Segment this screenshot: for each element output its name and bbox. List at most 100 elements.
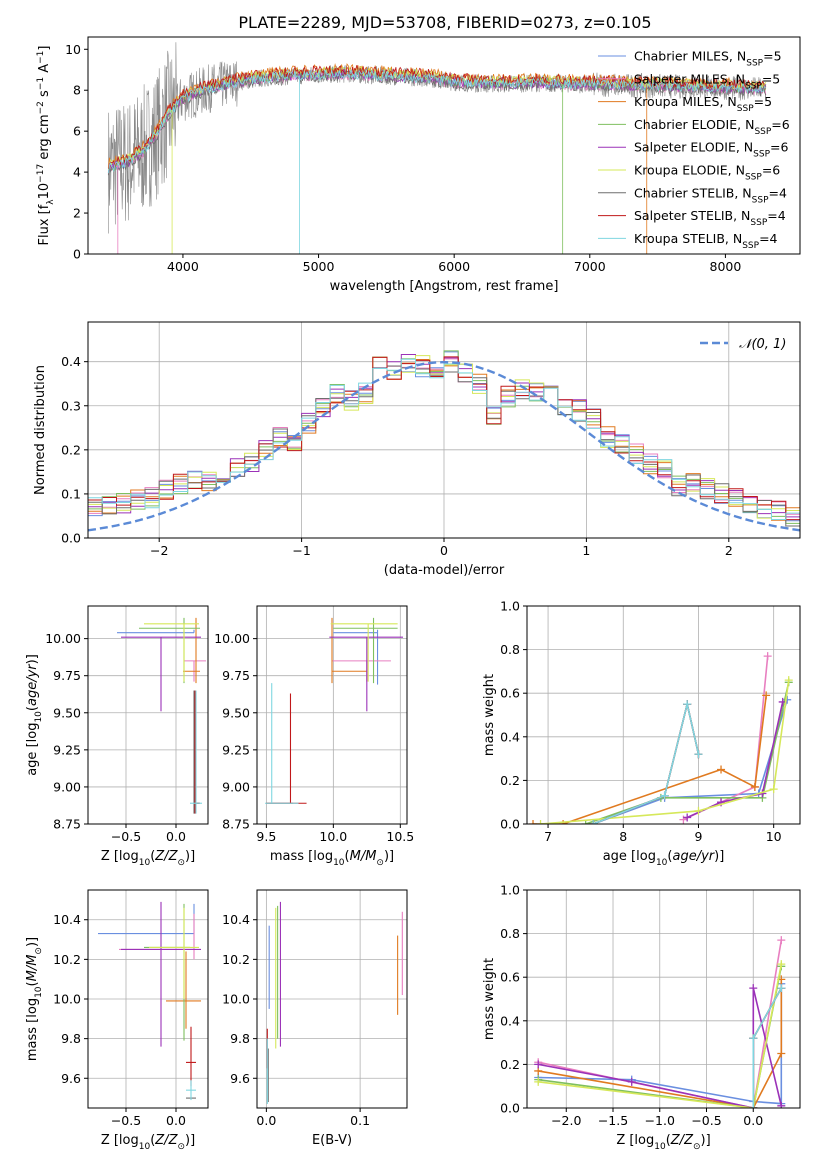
series-marker — [762, 691, 771, 700]
panel-mass_vs_ebv: 0.0 0.1 9.6 9.8 10.0 10.2 10.4 E(B-V) — [222, 889, 408, 1148]
y-tick-label: 10.00 — [214, 631, 250, 646]
y-tick-label: 0.4 — [500, 729, 520, 744]
y-tick-label: 10 — [65, 42, 81, 57]
point-kroupa_stelib — [190, 690, 202, 814]
x-tick-label: −2.0 — [551, 1113, 581, 1128]
x-tick-label: 5000 — [303, 259, 335, 274]
series-kroupa_miles — [529, 691, 771, 824]
x-axis-label: mass [log10(M/M⊙)] — [270, 849, 394, 868]
y-tick-label: 9.75 — [222, 668, 250, 683]
panel-residual_hist: −2 −1 0 1 2 0.0 0.1 0.2 0.3 0.4 (data-model)/error… — [33, 321, 801, 578]
y-tick-label: 10.2 — [53, 952, 81, 967]
x-axis-label: E(B-V) — [312, 1133, 352, 1148]
spectrum-model-salpeter_stelib — [107, 65, 767, 170]
spectrum-model-kroupa_stelib — [107, 69, 767, 174]
series-marker — [717, 765, 726, 774]
x-tick-label: 7000 — [574, 259, 606, 274]
panel-weight_vs_Z: −2.0 −1.5 −1.0 −0.5 0.0 0.0 0.2 0.4 0.6 0.8 1.0 Z [… — [482, 883, 801, 1152]
plot-area — [266, 901, 403, 1105]
series-marker — [777, 984, 786, 993]
axes-frame — [87, 605, 209, 825]
y-tick-label: 0.3 — [61, 398, 81, 413]
legend-label: Salpeter MILES, NSSP=5 — [634, 71, 780, 91]
series-kroupa_stelib — [589, 700, 703, 824]
series-marker — [694, 806, 703, 815]
point-chabrier_elodie — [144, 903, 190, 1041]
point-kroupa_stelib — [186, 1080, 196, 1101]
series-marker — [777, 1101, 786, 1108]
histogram-kroupa_stelib — [88, 358, 800, 526]
point-chabrier_elodie — [333, 617, 398, 684]
y-tick-label: 0.4 — [61, 354, 81, 369]
panel-weight_vs_age: 7 8 9 10 0.0 0.2 0.4 0.6 0.8 1.0 age [log10(age/yr… — [482, 599, 801, 868]
series-line — [533, 695, 767, 824]
y-tick-label: 0.0 — [500, 817, 520, 832]
y-axis-label: mass [log10(M/M⊙)] — [25, 937, 44, 1061]
series-line — [592, 703, 700, 824]
y-tick-label: 9.50 — [222, 705, 250, 720]
y-tick-label: 8 — [73, 83, 81, 98]
y-tick-label: 0.6 — [500, 686, 520, 701]
x-axis-label: (data-model)/error — [384, 563, 505, 578]
x-axis-label: Z [log10(Z/Z⊙)] — [101, 849, 195, 868]
point-kroupa_elodie — [149, 907, 199, 999]
legend-label: Kroupa ELODIE, NSSP=6 — [634, 163, 780, 183]
axes-frame — [526, 605, 801, 825]
y-axis-label: mass weight — [482, 958, 497, 1040]
point-salpeter_stelib — [186, 1026, 196, 1087]
legend-label: Chabrier ELODIE, NSSP=6 — [634, 117, 790, 137]
series-line — [538, 979, 783, 1108]
series-line — [540, 679, 790, 824]
plot-area — [265, 617, 403, 804]
y-tick-label: 9.00 — [53, 779, 81, 794]
y-tick-label: 0.4 — [500, 1013, 520, 1028]
point-kroupa_elodie — [144, 623, 199, 682]
y-tick-label: 0.6 — [500, 970, 520, 985]
x-tick-label: −0.5 — [691, 1113, 721, 1128]
series-marker — [784, 676, 793, 685]
point-kroupa_stelib — [265, 683, 299, 804]
series-marker — [763, 652, 772, 661]
x-tick-label: 10 — [766, 829, 782, 844]
point-chabrier_miles — [98, 903, 195, 935]
x-tick-label: 0 — [440, 543, 448, 558]
point-chabrier_elodie — [139, 617, 200, 684]
point-chabrier_miles — [333, 629, 379, 685]
plot-area — [107, 42, 767, 254]
y-tick-label: 9.25 — [222, 742, 250, 757]
series-marker — [777, 936, 786, 945]
y-tick-label: 6 — [73, 124, 81, 139]
y-tick-label: 1.0 — [500, 599, 520, 614]
x-tick-label: −0.5 — [111, 1113, 141, 1128]
x-tick-label: 4000 — [167, 259, 199, 274]
y-tick-label: 10.2 — [222, 952, 250, 967]
y-tick-label: 8.75 — [53, 817, 81, 832]
panel-age_vs_Z: −0.5 0.0 8.75 9.00 9.25 9.50 9.75 10.00 Z [log10… — [25, 605, 209, 868]
y-tick-label: 9.6 — [230, 1071, 250, 1086]
point-salpeter_miles — [119, 913, 195, 960]
point-chabrier_miles — [117, 629, 195, 634]
series-marker — [749, 1104, 758, 1108]
x-tick-label: 6000 — [438, 259, 470, 274]
x-tick-label: −1.5 — [598, 1113, 628, 1128]
y-axis-label: Flux [fλ10−17 erg cm−2 s−1 A−1] — [36, 46, 56, 246]
x-axis-label: Z [log10(Z/Z⊙)] — [616, 1133, 710, 1152]
series-marker — [534, 1060, 543, 1069]
plot-area — [529, 652, 793, 824]
histogram-kroupa_elodie — [88, 355, 800, 519]
histogram-chabrier_elodie — [88, 350, 800, 524]
series-line — [585, 682, 790, 824]
spectrum-model-chabrier_stelib — [107, 70, 767, 176]
y-tick-label: 0.2 — [61, 442, 81, 457]
y-tick-label: 1.0 — [500, 883, 520, 898]
y-tick-label: 9.6 — [61, 1071, 81, 1086]
point-kroupa_miles — [183, 617, 200, 684]
series-marker — [777, 1049, 786, 1058]
point-salpeter_elodie — [121, 901, 201, 1047]
x-axis-label: wavelength [Angstrom, rest frame] — [330, 279, 559, 294]
y-tick-label: 0.2 — [500, 773, 520, 788]
x-tick-label: 8 — [619, 829, 627, 844]
y-tick-label: 10.00 — [45, 631, 81, 646]
y-tick-label: 9.00 — [222, 779, 250, 794]
